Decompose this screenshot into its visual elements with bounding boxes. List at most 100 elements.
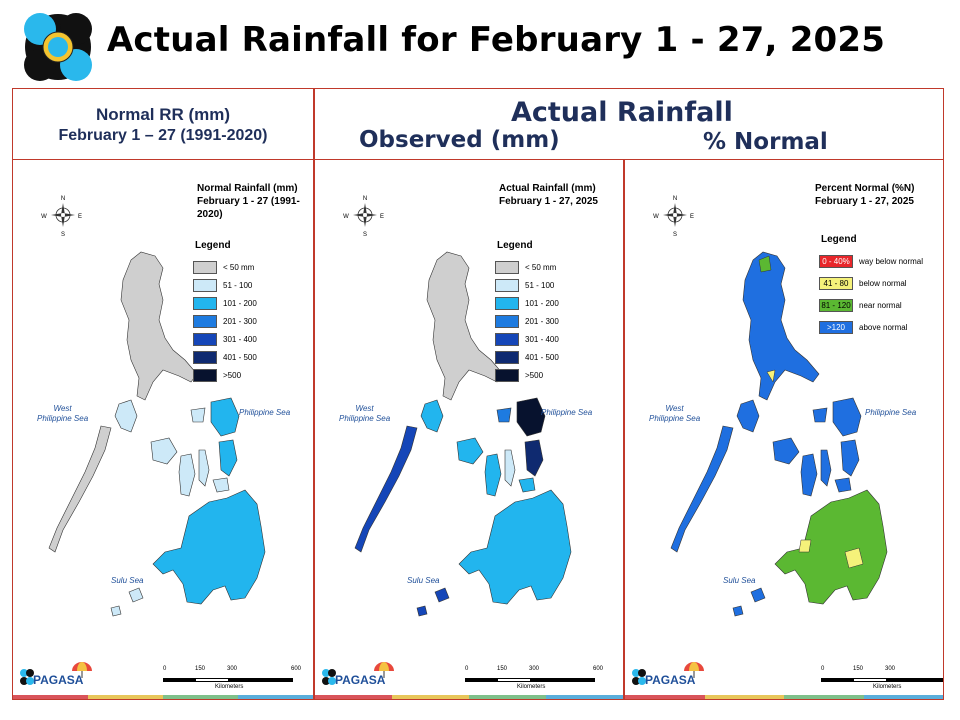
legend-title: Legend <box>195 240 231 251</box>
map-panel-percent: N S E W Percent Normal (%N) February 1 - 27, … <box>624 160 944 700</box>
scale-tick: 300 <box>885 666 896 672</box>
region-patch <box>844 547 864 569</box>
bottom-stripe <box>315 695 623 699</box>
pagasa-text: PAGASA <box>335 673 386 687</box>
map-title-line1: Percent Normal (%N) <box>815 183 915 194</box>
sea-label: Philippine Sea <box>541 408 593 417</box>
legend-label: 201 - 300 <box>525 316 559 326</box>
region-patch <box>766 369 776 383</box>
legend-label: < 50 mm <box>223 262 255 272</box>
island-sulu <box>750 587 766 603</box>
legend-label: < 50 mm <box>525 262 557 272</box>
compass-n: N <box>61 196 65 202</box>
legend-item: 301 - 400 <box>193 332 257 346</box>
compass-e: E <box>380 214 384 220</box>
legend-label: 301 - 400 <box>223 334 257 344</box>
map-panel-observed: N S E W Actual Rainfall (mm) February 1 - 27,… <box>314 160 624 700</box>
legend-swatch <box>193 296 217 310</box>
map-title-line1: Normal Rainfall (mm) <box>197 183 298 194</box>
island-masbate <box>496 407 512 423</box>
island-samar <box>516 397 546 437</box>
header-percent-normal: % Normal <box>703 129 828 155</box>
island-tawi <box>732 605 744 617</box>
header-normal: Normal RR (mm) February 1 – 27 (1991-202… <box>12 88 314 160</box>
legend-label: 51 - 100 <box>525 280 555 290</box>
legend-item: 0 - 40% way below normal <box>819 254 923 268</box>
legend-item: >500 <box>495 368 543 382</box>
scale-unit: Kilometers <box>215 684 244 690</box>
sea-label: West Philippine Sea <box>37 404 89 423</box>
pagasa-text: PAGASA <box>33 673 84 687</box>
header-normal-line1: Normal RR (mm) <box>95 105 231 124</box>
legend-swatch <box>495 278 519 292</box>
header-normal-line2: February 1 – 27 (1991-2020) <box>58 127 268 144</box>
sea-label: Sulu Sea <box>723 576 756 585</box>
map-title-line1: Actual Rainfall (mm) <box>499 183 596 194</box>
island-samar <box>210 397 240 437</box>
island-panay <box>150 437 178 465</box>
sea-label: West Philippine Sea <box>649 404 701 423</box>
legend-swatch <box>495 350 519 364</box>
compass-s: S <box>61 232 65 238</box>
scale-tick: 0 <box>821 666 825 672</box>
scale-unit: Kilometers <box>517 684 546 690</box>
region-patch <box>798 539 812 553</box>
legend-swatch <box>193 368 217 382</box>
legend-swatch <box>193 314 217 328</box>
island-mindanao <box>774 489 888 605</box>
map-title: Percent Normal (%N) February 1 - 27, 2025 <box>815 182 914 208</box>
island-tawi <box>110 605 122 617</box>
legend-label: above normal <box>859 322 908 332</box>
island-sulu <box>128 587 144 603</box>
island-bohol <box>518 477 536 493</box>
island-panay <box>456 437 484 465</box>
sea-label: Philippine Sea <box>865 408 917 417</box>
island-cebu <box>820 449 832 487</box>
scale-tick: 0 <box>465 666 469 672</box>
page-title: Actual Rainfall for February 1 - 27, 202… <box>106 20 886 60</box>
island-masbate <box>812 407 828 423</box>
island-leyte <box>524 439 544 477</box>
island-leyte <box>218 439 238 477</box>
island-negros <box>800 453 818 497</box>
header-actual: Actual Rainfall Observed (mm) % Normal <box>314 88 944 160</box>
legend-item: 81 - 120 near normal <box>819 298 902 312</box>
map-svg: N S E W <box>41 196 266 617</box>
compass-e: E <box>78 214 82 220</box>
island-palawan <box>354 425 418 553</box>
island-palawan <box>670 425 734 553</box>
map-panel-normal: N S E W Normal Rainfall (mm) February 1 - 27 … <box>12 160 314 700</box>
island-cebu <box>504 449 516 487</box>
compass-e: E <box>690 214 694 220</box>
legend-item: 401 - 500 <box>193 350 257 364</box>
sea-label: Sulu Sea <box>111 576 144 585</box>
legend-item: 101 - 200 <box>193 296 257 310</box>
legend-item: >500 <box>193 368 241 382</box>
umbrella-icon <box>72 662 92 678</box>
legend-item: 51 - 100 <box>495 278 554 292</box>
compass-w: W <box>41 214 47 220</box>
pagasa-brand: PAGASA <box>321 661 401 691</box>
compass-n: N <box>673 196 677 202</box>
legend-label: 101 - 200 <box>223 298 257 308</box>
legend-label: >500 <box>223 370 242 380</box>
sea-label: Philippine Sea <box>239 408 291 417</box>
legend-label: below normal <box>859 278 907 288</box>
compass-rose: N S E W <box>653 196 694 238</box>
pagasa-mark-icon <box>632 669 646 685</box>
legend-swatch <box>495 314 519 328</box>
map-title-line2: February 1 - 27 (1991-2020) <box>197 196 300 220</box>
legend-swatch: 81 - 120 <box>819 298 853 312</box>
scale-tick: 150 <box>853 666 864 672</box>
island-masbate <box>190 407 206 423</box>
header-actual-title: Actual Rainfall <box>511 97 733 128</box>
legend-label: 301 - 400 <box>525 334 559 344</box>
island-luzon <box>120 251 198 401</box>
island-luzon <box>742 251 820 401</box>
legend-item: 51 - 100 <box>193 278 252 292</box>
legend-title: Legend <box>821 234 857 245</box>
umbrella-icon <box>374 662 394 678</box>
